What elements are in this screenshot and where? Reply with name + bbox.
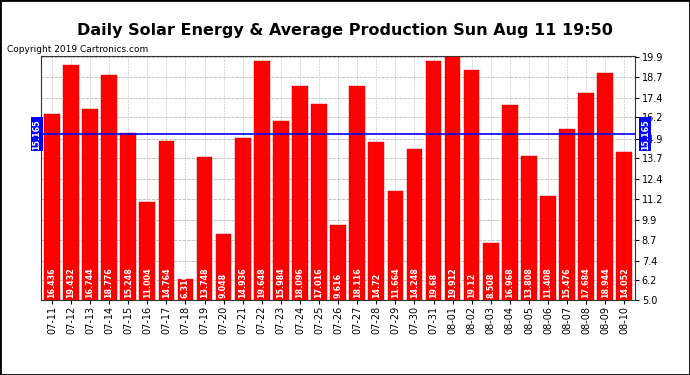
Bar bbox=[273, 121, 288, 300]
Bar bbox=[349, 86, 365, 300]
Bar bbox=[368, 141, 384, 300]
Text: 11.004: 11.004 bbox=[143, 267, 152, 297]
Text: Copyright 2019 Cartronics.com: Copyright 2019 Cartronics.com bbox=[7, 45, 148, 54]
Text: 17.684: 17.684 bbox=[582, 267, 591, 297]
Text: 19.12: 19.12 bbox=[467, 272, 476, 297]
Text: 14.72: 14.72 bbox=[372, 272, 381, 297]
Text: 14.052: 14.052 bbox=[620, 267, 629, 297]
Bar bbox=[292, 87, 308, 300]
Bar bbox=[311, 104, 327, 300]
Text: 11.664: 11.664 bbox=[391, 267, 400, 297]
Bar bbox=[483, 243, 499, 300]
Bar bbox=[464, 70, 480, 300]
Bar bbox=[63, 65, 79, 300]
Text: 9.048: 9.048 bbox=[219, 272, 228, 297]
Bar bbox=[540, 195, 556, 300]
Bar bbox=[388, 191, 403, 300]
Text: 14.936: 14.936 bbox=[238, 267, 247, 297]
Text: 14.764: 14.764 bbox=[162, 267, 171, 297]
Text: 18.944: 18.944 bbox=[601, 267, 610, 297]
Bar bbox=[101, 75, 117, 300]
Bar bbox=[616, 152, 632, 300]
Text: 19.648: 19.648 bbox=[257, 267, 266, 297]
Bar bbox=[120, 133, 136, 300]
Text: 13.748: 13.748 bbox=[200, 267, 209, 297]
Bar bbox=[197, 158, 213, 300]
Text: 16.968: 16.968 bbox=[505, 267, 514, 297]
Bar bbox=[139, 202, 155, 300]
Text: 15.476: 15.476 bbox=[562, 267, 571, 297]
Text: 17.016: 17.016 bbox=[315, 267, 324, 297]
Text: 13.808: 13.808 bbox=[524, 267, 533, 297]
Bar bbox=[521, 156, 537, 300]
Text: 16.744: 16.744 bbox=[86, 267, 95, 297]
Bar bbox=[406, 149, 422, 300]
Bar bbox=[502, 105, 518, 300]
Text: 18.116: 18.116 bbox=[353, 267, 362, 297]
Text: 15.984: 15.984 bbox=[277, 267, 286, 297]
Bar bbox=[235, 138, 250, 300]
Bar bbox=[331, 225, 346, 300]
Text: 19.68: 19.68 bbox=[429, 272, 438, 297]
Bar bbox=[216, 234, 231, 300]
Text: 15.165: 15.165 bbox=[32, 119, 41, 150]
Text: 18.096: 18.096 bbox=[295, 267, 304, 297]
Bar bbox=[177, 279, 193, 300]
Bar bbox=[44, 114, 60, 300]
Text: 19.912: 19.912 bbox=[448, 267, 457, 297]
Bar bbox=[82, 108, 98, 300]
Text: 16.436: 16.436 bbox=[48, 267, 57, 297]
Text: 19.432: 19.432 bbox=[66, 267, 75, 297]
Bar bbox=[559, 129, 575, 300]
Text: Daily Solar Energy & Average Production Sun Aug 11 19:50: Daily Solar Energy & Average Production … bbox=[77, 22, 613, 38]
Bar bbox=[598, 73, 613, 300]
Text: 14.248: 14.248 bbox=[410, 267, 419, 297]
Bar bbox=[426, 61, 442, 300]
Text: 15.165: 15.165 bbox=[641, 119, 650, 150]
Bar bbox=[159, 141, 174, 300]
Bar bbox=[578, 93, 594, 300]
Text: 8.508: 8.508 bbox=[486, 272, 495, 297]
Text: 15.248: 15.248 bbox=[124, 267, 132, 297]
Text: 18.776: 18.776 bbox=[105, 267, 114, 297]
Bar bbox=[254, 61, 270, 300]
Text: 11.408: 11.408 bbox=[544, 267, 553, 297]
Bar bbox=[445, 57, 460, 300]
Text: 9.616: 9.616 bbox=[333, 272, 343, 297]
Text: 6.316: 6.316 bbox=[181, 272, 190, 297]
